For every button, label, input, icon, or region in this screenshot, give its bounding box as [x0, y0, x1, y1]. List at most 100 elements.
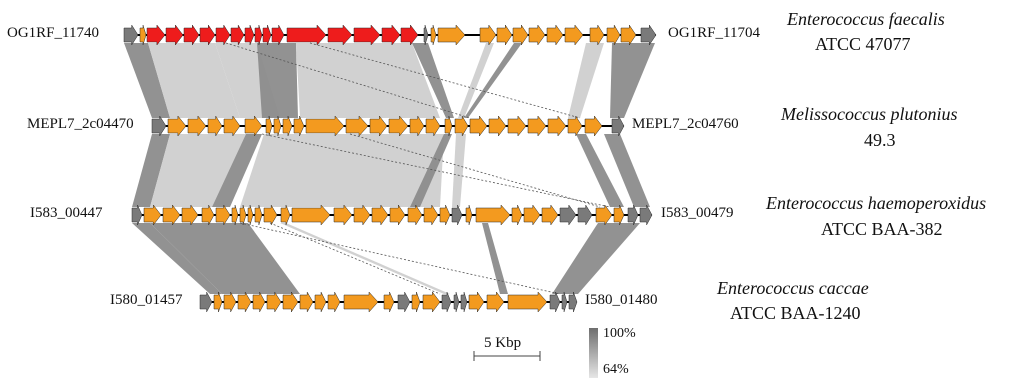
species-4-name: Enterococcus caccae: [717, 278, 869, 298]
homology-link: [464, 43, 522, 118]
gene-arrow: [528, 24, 546, 46]
gene-arrow: [400, 24, 419, 46]
gene-arrow: [215, 204, 231, 226]
gene-arrow: [146, 24, 166, 46]
gene-arrow: [252, 291, 266, 313]
gene-arrow: [314, 291, 327, 313]
gene-arrow: [479, 24, 497, 46]
homology-link: [412, 43, 454, 118]
gene-arrow: [561, 291, 568, 313]
gene-arrow: [627, 204, 639, 226]
homology-link: [604, 134, 650, 207]
gene-arrow: [611, 115, 625, 137]
gene-arrow: [293, 115, 305, 137]
gene-arrow: [606, 24, 621, 46]
homology-line: [269, 222, 441, 295]
homology-line: [225, 42, 471, 119]
gene-arrow: [640, 24, 657, 46]
gene-arrow: [254, 204, 263, 226]
gene-arrow: [527, 115, 547, 137]
gene-arrow: [475, 204, 511, 226]
gene-arrow: [371, 204, 389, 226]
gene-arrow: [266, 291, 282, 313]
gene-arrow: [183, 24, 200, 46]
scale-bar-label: 5 Kbp: [484, 335, 522, 351]
homology-link: [280, 223, 450, 294]
species-1-name: Enterococcus faecalis: [787, 9, 945, 29]
gene-arrow: [469, 115, 488, 137]
track-3-right-label: I583_00479: [661, 205, 734, 221]
track-3-left-label: I583_00447: [30, 205, 103, 221]
gene-arrow: [244, 24, 255, 46]
homology-link: [132, 223, 222, 294]
gene-arrow: [343, 291, 379, 313]
gene-arrow: [451, 204, 463, 226]
gene-arrow: [425, 115, 441, 137]
gene-arrow: [327, 291, 341, 313]
gene-arrow: [383, 291, 395, 313]
gene-arrow: [167, 115, 187, 137]
gene-arrow: [453, 291, 460, 313]
gene-arrow: [541, 204, 559, 226]
gene-track-4: [199, 291, 578, 313]
gene-arrow: [299, 291, 314, 313]
homology-link: [148, 43, 240, 118]
gene-arrow: [143, 204, 162, 226]
gene-arrow: [589, 24, 605, 46]
gene-arrow: [263, 204, 278, 226]
gene-arrow: [305, 115, 345, 137]
gene-arrow: [231, 204, 239, 226]
gene-arrow: [595, 204, 613, 226]
gene-arrow: [265, 115, 273, 137]
gene-arrow: [411, 291, 421, 313]
gene-arrow: [468, 291, 485, 313]
gene-arrow: [273, 115, 282, 137]
gene-arrow: [567, 115, 583, 137]
species-1-strain: ATCC 47077: [815, 34, 911, 54]
gene-arrow: [423, 24, 429, 46]
homology-link: [552, 223, 640, 294]
homology-link: [240, 134, 444, 207]
gene-arrow: [564, 24, 584, 46]
gene-arrow: [639, 204, 653, 226]
homology-line: [239, 222, 561, 295]
gene-arrow: [262, 24, 272, 46]
homology-link: [482, 223, 508, 294]
gene-arrow: [345, 115, 369, 137]
track-1-right-label: OG1RF_11704: [668, 25, 760, 41]
gene-arrow: [547, 115, 567, 137]
gene-arrow: [507, 291, 548, 313]
gene-arrow: [131, 204, 143, 226]
track-4-left-label: I580_01457: [110, 292, 183, 308]
gene-arrow: [389, 204, 406, 226]
gene-arrow: [549, 291, 561, 313]
gene-arrow: [282, 115, 293, 137]
gene-arrow: [254, 24, 263, 46]
gene-arrow: [407, 204, 423, 226]
gene-arrow: [454, 115, 469, 137]
homology-link: [568, 43, 604, 118]
gene-arrow: [244, 115, 263, 137]
gene-arrow: [430, 24, 437, 46]
gene-arrow: [151, 115, 167, 137]
gene-arrow: [271, 24, 285, 46]
gene-arrow: [568, 291, 578, 313]
gene-arrow: [286, 24, 327, 46]
gene-track-2: [151, 115, 625, 137]
track-2-right-label: MEPL7_2c04760: [632, 116, 739, 132]
gene-arrow: [215, 24, 231, 46]
gene-arrow: [546, 24, 564, 46]
gene-arrow: [199, 291, 213, 313]
homology-link: [296, 43, 440, 118]
homology-link: [124, 43, 170, 118]
gene-arrow: [213, 291, 223, 313]
track-2-left-label: MEPL7_2c04470: [27, 116, 134, 132]
gene-arrow: [381, 24, 401, 46]
homology-link: [576, 134, 624, 207]
gene-track-3: [131, 204, 653, 226]
identity-legend-min: 64%: [603, 362, 629, 377]
homology-link: [132, 134, 170, 207]
gene-arrow: [162, 204, 181, 226]
gene-arrow: [465, 204, 473, 226]
